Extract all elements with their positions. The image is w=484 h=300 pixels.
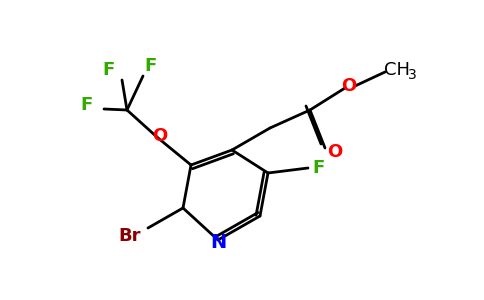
Text: F: F [80, 96, 92, 114]
Text: 3: 3 [408, 68, 416, 82]
Text: N: N [210, 232, 226, 251]
Text: F: F [312, 159, 324, 177]
Text: O: O [341, 77, 357, 95]
Text: O: O [152, 127, 167, 145]
Text: Br: Br [119, 227, 141, 245]
Text: F: F [144, 57, 156, 75]
Text: CH: CH [384, 61, 410, 79]
Text: F: F [102, 61, 114, 79]
Text: O: O [327, 143, 343, 161]
